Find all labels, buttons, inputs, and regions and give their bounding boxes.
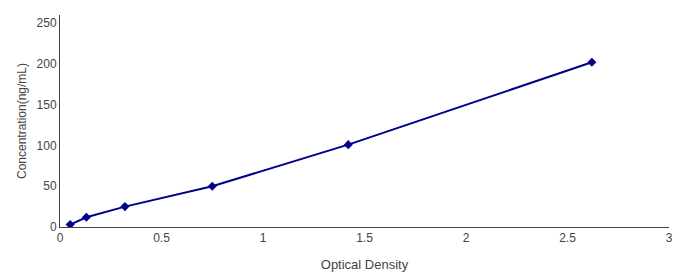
svg-text:2: 2	[463, 231, 470, 245]
svg-text:1: 1	[260, 231, 267, 245]
svg-text:0: 0	[50, 220, 57, 234]
svg-text:0: 0	[57, 231, 64, 245]
svg-text:150: 150	[37, 98, 57, 112]
svg-text:3: 3	[666, 231, 673, 245]
svg-text:50: 50	[43, 179, 57, 193]
svg-text:100: 100	[37, 139, 57, 153]
svg-text:0.5: 0.5	[153, 231, 170, 245]
svg-text:Optical Density: Optical Density	[321, 257, 409, 272]
svg-text:250: 250	[37, 16, 57, 30]
svg-text:Concentration(ng/mL): Concentration(ng/mL)	[15, 63, 29, 179]
svg-text:1.5: 1.5	[356, 231, 373, 245]
svg-text:2.5: 2.5	[559, 231, 576, 245]
svg-text:200: 200	[37, 57, 57, 71]
